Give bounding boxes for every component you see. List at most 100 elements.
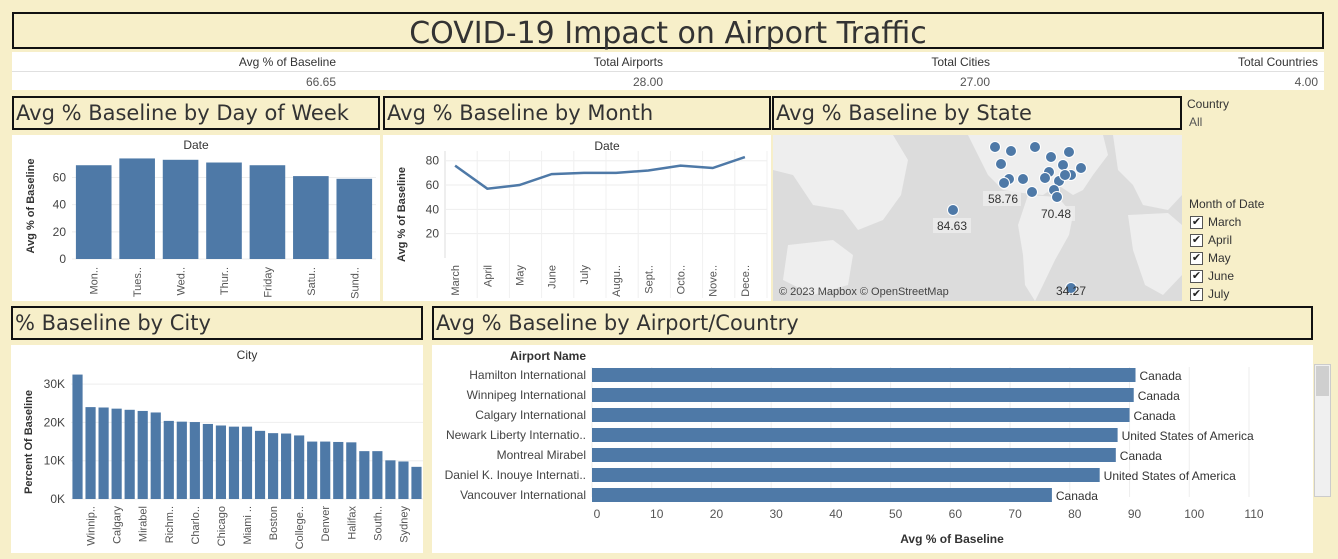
month-filter-label: Month of Date	[1189, 197, 1265, 211]
map-copyright[interactable]: © 2023 Mapbox © OpenStreetMap	[779, 286, 949, 298]
city-bar[interactable]	[111, 408, 122, 499]
map-point[interactable]	[947, 204, 959, 216]
x-tick-label: 90	[1128, 507, 1142, 521]
x-tick-label: Satu..	[306, 267, 318, 296]
map-point[interactable]	[1063, 146, 1075, 158]
airport-bar[interactable]	[592, 428, 1118, 442]
map-point[interactable]	[998, 177, 1010, 189]
country-label: United States of America	[1122, 429, 1254, 443]
checkbox-checked[interactable]: ✔	[1190, 251, 1203, 265]
city-bar[interactable]	[294, 435, 305, 499]
checkbox-checked[interactable]: ✔	[1190, 287, 1203, 301]
map-label: 70.48	[1041, 207, 1071, 221]
map-point[interactable]	[1026, 186, 1038, 198]
month-filter-option[interactable]: ✔ July	[1190, 287, 1230, 301]
checkbox-checked[interactable]: ✔	[1190, 215, 1203, 229]
city-bar[interactable]	[359, 451, 370, 499]
map-point[interactable]	[1057, 159, 1069, 171]
city-bar[interactable]	[176, 421, 187, 499]
city-bar[interactable]	[85, 407, 96, 499]
map-point[interactable]	[1039, 172, 1051, 184]
city-bar[interactable]	[267, 433, 279, 499]
x-tick-label: Nove..	[708, 265, 720, 297]
city-bar[interactable]	[372, 451, 383, 499]
x-tick-label: Denver	[320, 506, 332, 542]
airport-bar[interactable]	[592, 448, 1116, 462]
x-tick-label: June	[547, 265, 559, 289]
city-bar[interactable]	[228, 426, 240, 499]
x-tick-label: Halifax	[346, 506, 358, 540]
city-bar[interactable]	[385, 460, 396, 499]
map-point[interactable]	[989, 141, 1001, 153]
kpi-avg-baseline: Avg % of Baseline 66.65	[12, 52, 340, 90]
by-month-line-chart[interactable]: 20 40 60 80 Avg % of Baseline March April May Ju…	[383, 135, 771, 301]
y-tick-label: 60	[53, 170, 67, 184]
map-point[interactable]	[1045, 151, 1057, 163]
x-tick-label: Mon..	[89, 267, 101, 295]
city-bar[interactable]	[281, 433, 292, 499]
airport-bar[interactable]	[592, 368, 1136, 382]
section-title-by-month: Avg % Baseline by Month	[383, 96, 771, 130]
x-tick-label: Octo..	[676, 265, 688, 294]
day-bar[interactable]	[162, 159, 199, 259]
by-city-bar-chart[interactable]: 0K 10K 20K 30K Percent Of Baseline Winnip.. Ca…	[11, 345, 423, 553]
day-bar[interactable]	[336, 178, 373, 259]
city-bar[interactable]	[320, 441, 331, 499]
state-map[interactable]: 58.76 70.48 84.63 34.27 © 2023 Mapbox © …	[773, 135, 1182, 301]
scrollbar-thumb[interactable]	[1316, 366, 1329, 396]
day-bar[interactable]	[249, 165, 286, 259]
city-bar[interactable]	[333, 441, 344, 499]
by-airport-bar-chart[interactable]: Airport Name 0 10 20 30 40 50 60 70 80 90 100 110 Avg…	[432, 345, 1313, 553]
month-filter-option[interactable]: ✔ March	[1190, 215, 1242, 229]
checkbox-checked[interactable]: ✔	[1190, 233, 1203, 247]
map-points[interactable]	[947, 141, 1087, 294]
city-bar[interactable]	[241, 426, 253, 499]
month-filter-option[interactable]: ✔ June	[1190, 269, 1235, 283]
month-filter-option[interactable]: ✔ May	[1190, 251, 1231, 265]
x-tick-label: 80	[1068, 507, 1082, 521]
city-bar[interactable]	[398, 461, 409, 499]
city-bar[interactable]	[98, 407, 109, 499]
checkbox-checked[interactable]: ✔	[1190, 269, 1203, 283]
map-land-europe	[1113, 135, 1182, 210]
city-bar[interactable]	[411, 466, 422, 499]
country-filter-value[interactable]: All	[1189, 115, 1203, 129]
city-bar[interactable]	[150, 412, 161, 499]
map-point[interactable]	[1029, 141, 1041, 153]
x-tick-label: Friday	[262, 267, 274, 298]
kpi-label: Total Airports	[593, 55, 663, 69]
day-bar[interactable]	[75, 165, 112, 259]
x-tick-label: May	[515, 265, 527, 286]
city-bar[interactable]	[346, 442, 357, 499]
map-point[interactable]	[1017, 173, 1029, 185]
map-canvas[interactable]: 58.76 70.48 84.63 34.27 © 2023 Mapbox © …	[773, 135, 1182, 301]
map-point[interactable]	[1065, 282, 1077, 294]
map-point[interactable]	[1075, 162, 1087, 174]
city-bar[interactable]	[124, 409, 135, 499]
day-bar[interactable]	[293, 176, 329, 259]
map-land-africa	[1128, 213, 1182, 295]
airport-bar[interactable]	[592, 408, 1130, 422]
airport-bar[interactable]	[592, 388, 1134, 402]
city-bar[interactable]	[307, 441, 318, 499]
day-bar[interactable]	[206, 162, 242, 259]
airport-list-scrollbar[interactable]	[1314, 364, 1331, 497]
day-bar[interactable]	[119, 158, 155, 259]
map-point[interactable]	[1005, 145, 1017, 157]
y-tick-label: 10K	[44, 454, 65, 468]
map-point[interactable]	[995, 158, 1007, 170]
day-of-week-bar-chart[interactable]: 0 20 40 60 Avg % of Baseline Mon.. Tues.. Wed..…	[12, 135, 380, 301]
city-bar[interactable]	[189, 422, 200, 499]
city-bar[interactable]	[163, 420, 174, 499]
city-bar[interactable]	[202, 423, 213, 499]
city-bar[interactable]	[72, 374, 83, 499]
city-bar[interactable]	[215, 425, 227, 499]
map-point[interactable]	[1059, 169, 1071, 181]
city-bar[interactable]	[137, 410, 148, 499]
airport-bar[interactable]	[592, 468, 1100, 482]
x-tick-label: Mirabel	[138, 506, 150, 542]
map-point[interactable]	[1051, 191, 1063, 203]
month-filter-option[interactable]: ✔ April	[1190, 233, 1233, 247]
airport-bar[interactable]	[592, 488, 1052, 502]
city-bar[interactable]	[254, 430, 266, 499]
